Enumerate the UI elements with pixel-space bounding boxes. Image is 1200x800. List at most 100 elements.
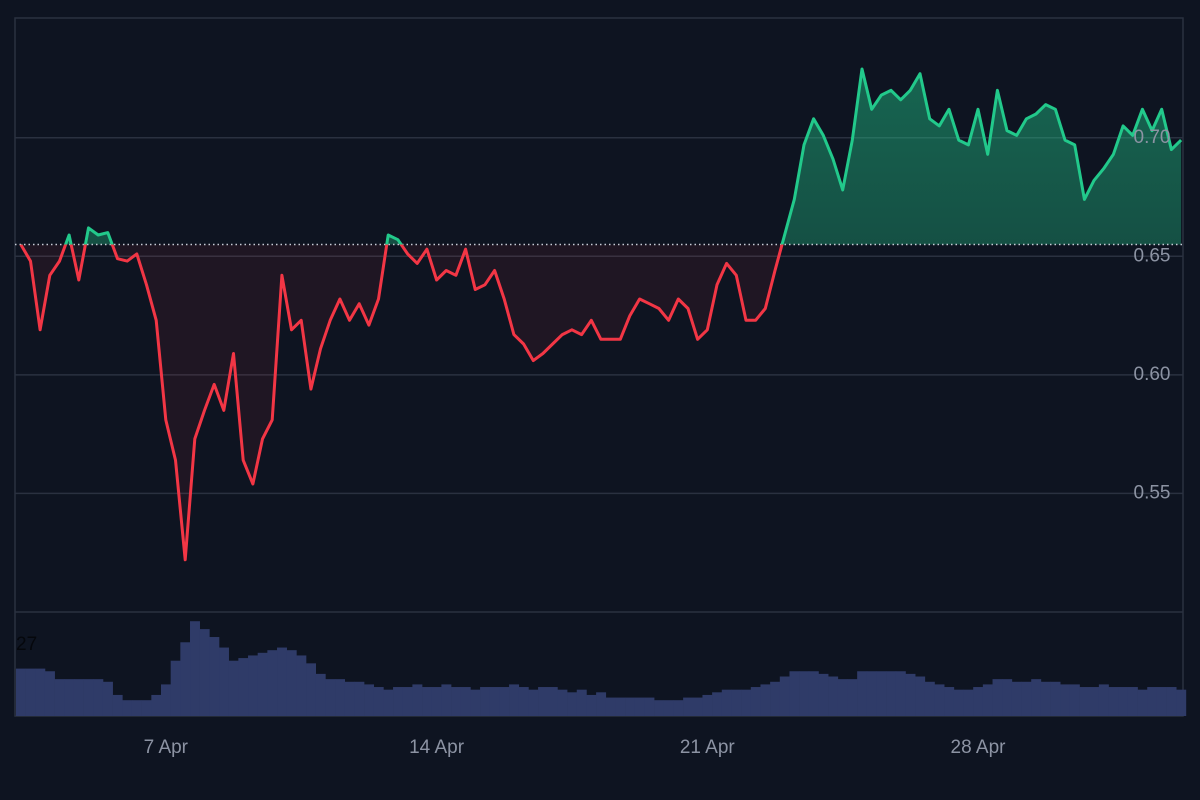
volume-bar [199,629,210,716]
volume-bar [131,700,142,716]
volume-bar [112,694,123,716]
volume-bar [741,689,752,716]
volume-bar [644,697,655,716]
volume-bar [866,671,877,716]
volume-bar [992,679,1003,716]
volume-bar [596,692,607,716]
volume-bar [605,697,616,716]
volume-bar [915,676,926,716]
volume-bar [837,679,848,716]
price-line-down [19,244,784,562]
volume-bar [702,694,713,716]
volume-bar [924,681,935,716]
volume-bar [1118,687,1129,716]
volume-bar [1166,687,1177,716]
volume-bar [557,689,568,716]
volume-bar [122,700,133,716]
volume-bar [1069,684,1080,716]
volume-bar [170,660,181,716]
volume-bar [982,684,993,716]
volume-bar [335,679,346,716]
volume-bar [499,687,510,716]
volume-bar [847,679,858,716]
volume-bar [15,668,26,716]
volume-bar [102,681,113,716]
volume-bar [1060,684,1071,716]
volume-bar [219,647,229,716]
x-tick-label: 28 Apr [951,737,1007,758]
volume-bar [151,694,162,716]
volume-bar [209,637,220,716]
area-down [20,244,783,560]
volume-bar [460,687,471,716]
x-tick-label: 14 Apr [409,737,465,758]
volume-bar [306,663,317,716]
volume-bar [286,650,297,716]
volume-bar [228,660,239,716]
volume-bar [876,671,887,716]
volume-bar [190,621,200,716]
volume-bar [1137,689,1148,716]
volume-bar [799,671,810,716]
volume-bar [257,652,268,716]
volume-bar [1050,681,1061,716]
volume-bar [760,684,771,716]
volume-tick-label: 27 [16,634,37,655]
volume-bar [634,697,645,716]
volume-bar [93,679,104,716]
volume-bar [1089,687,1100,716]
volume-bar [83,679,94,716]
volume-bar [721,689,732,716]
volume-bar [180,642,191,716]
volume-bar [315,673,326,716]
volume-bar [267,650,278,716]
volume-bar [44,671,55,716]
volume-bar [828,676,839,716]
volume-bar [393,687,404,716]
volume-bar [422,687,433,716]
volume-bar [808,671,819,716]
volume-bar [161,684,171,716]
volume-bar [1079,687,1090,716]
volume-bar [663,700,674,716]
y-tick-label: 0.70 [1134,127,1171,148]
volume-bar [451,687,462,716]
volume-bar [934,684,945,716]
volume-bar [383,689,394,716]
volume-bar [344,681,355,716]
volume-bar [779,676,790,716]
volume-bar [1127,687,1138,716]
volume-bar [770,681,781,716]
volume-bar [654,700,665,716]
volume-bar [1147,687,1158,716]
volume-bar [354,681,365,716]
volume-bar [402,687,413,716]
volume-bar [277,647,287,716]
volume-bar [489,687,500,716]
volume-bar [54,679,65,716]
volume-bar [1098,684,1109,716]
volume-bar [296,655,307,716]
volume-bar [857,671,868,716]
area-up [20,69,1182,245]
y-tick-label: 0.55 [1134,482,1171,503]
x-tick-label: 21 Apr [680,737,736,758]
volume-bar [818,673,829,716]
volume-bar [431,687,442,716]
volume-bar [615,697,626,716]
volume-bar [64,679,75,716]
volume-bar [750,687,761,716]
volume-bar [1176,689,1187,716]
volume-bar [576,689,587,716]
volume-bar [586,694,597,716]
volume-bar [373,687,384,716]
volume-bar [412,684,423,716]
volume-bar [673,700,684,716]
volume-bar [480,687,491,716]
volume-bar [886,671,897,716]
volume-bar [364,684,375,716]
volume-bar [963,689,974,716]
volume-bar [538,687,549,716]
